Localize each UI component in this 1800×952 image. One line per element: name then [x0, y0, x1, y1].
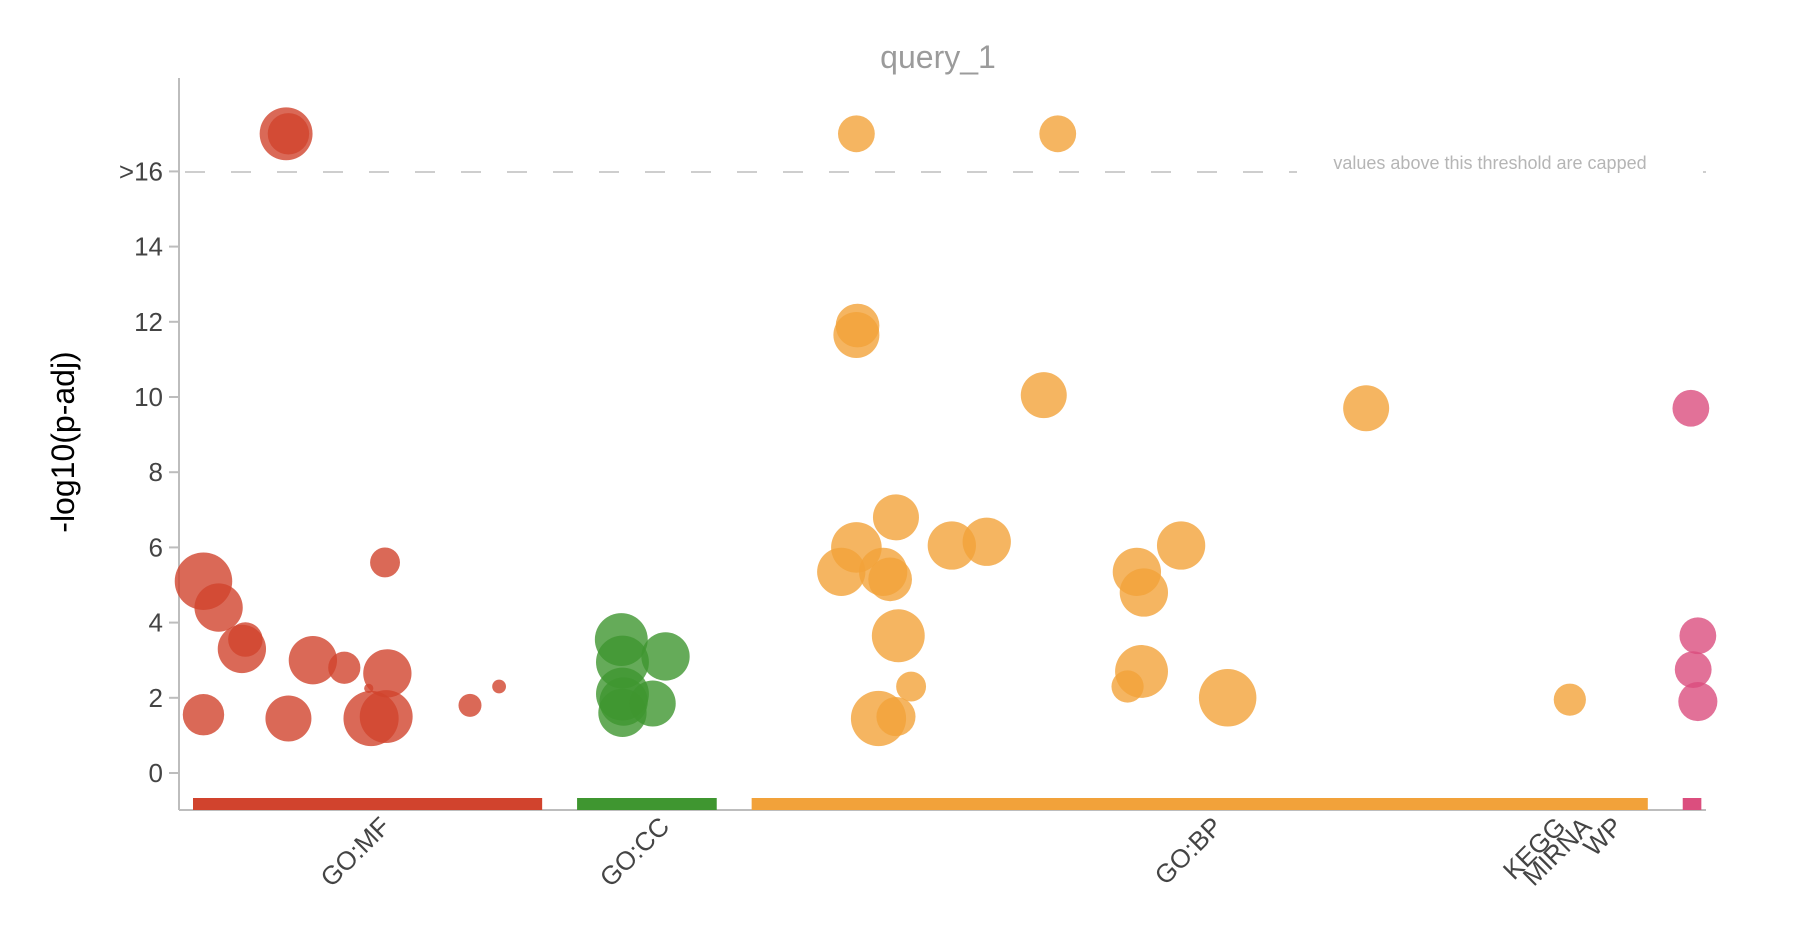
data-point[interactable]	[817, 547, 866, 596]
data-point[interactable]	[265, 695, 312, 742]
data-point[interactable]	[182, 694, 225, 736]
y-axis-label: -log10(p-adj)	[45, 351, 81, 532]
threshold-annotation-bg	[1297, 150, 1679, 176]
category-label: GO:BP	[1149, 811, 1228, 890]
data-point[interactable]	[962, 517, 1011, 566]
category-bar	[751, 798, 1648, 810]
data-point[interactable]	[328, 651, 361, 684]
data-point[interactable]	[872, 494, 919, 541]
data-point[interactable]	[1111, 670, 1144, 703]
data-point[interactable]	[370, 547, 400, 578]
chart-title: query_1	[880, 39, 996, 75]
data-point[interactable]	[876, 697, 916, 737]
y-tick-label: 10	[134, 382, 163, 412]
data-point[interactable]	[458, 693, 482, 717]
y-tick-label: 4	[149, 608, 163, 638]
data-point[interactable]	[871, 609, 925, 663]
data-point[interactable]	[641, 632, 690, 681]
category-bar	[193, 798, 543, 810]
data-point[interactable]	[927, 521, 976, 570]
data-point[interactable]	[1678, 682, 1718, 722]
threshold-annotation: values above this threshold are capped	[1333, 153, 1646, 173]
data-point[interactable]	[1198, 669, 1257, 727]
data-point[interactable]	[288, 636, 338, 685]
data-point[interactable]	[1553, 683, 1586, 716]
data-point[interactable]	[364, 683, 374, 694]
data-point[interactable]	[1679, 617, 1717, 655]
data-point[interactable]	[217, 624, 267, 674]
data-point[interactable]	[1119, 568, 1169, 617]
data-point[interactable]	[1672, 389, 1710, 427]
category-bar	[1682, 798, 1702, 810]
y-tick-label: 8	[149, 457, 163, 487]
data-point[interactable]	[492, 679, 506, 694]
y-tick-label: 14	[134, 232, 163, 262]
y-tick-label: 6	[149, 532, 163, 562]
data-point[interactable]	[267, 113, 310, 155]
data-point[interactable]	[1156, 521, 1206, 570]
category-label: WP	[1577, 811, 1628, 862]
y-tick-label: 2	[149, 683, 163, 713]
category-label: GO:MF	[314, 811, 395, 892]
data-point[interactable]	[896, 671, 927, 702]
data-point[interactable]	[1039, 115, 1077, 153]
data-point[interactable]	[1020, 372, 1067, 419]
data-point[interactable]	[837, 115, 875, 153]
data-point[interactable]	[868, 557, 912, 602]
y-tick-label-cap: >16	[119, 156, 163, 186]
data-point[interactable]	[1674, 651, 1712, 688]
data-point[interactable]	[359, 690, 413, 744]
y-tick-label: 0	[149, 758, 163, 788]
data-point[interactable]	[194, 583, 243, 632]
category-label: GO:CC	[594, 811, 675, 892]
category-bar	[577, 798, 717, 810]
data-point[interactable]	[363, 649, 412, 698]
data-point[interactable]	[629, 680, 676, 727]
y-tick-label: 12	[134, 307, 163, 337]
data-point[interactable]	[1343, 385, 1390, 432]
data-point[interactable]	[833, 311, 880, 358]
